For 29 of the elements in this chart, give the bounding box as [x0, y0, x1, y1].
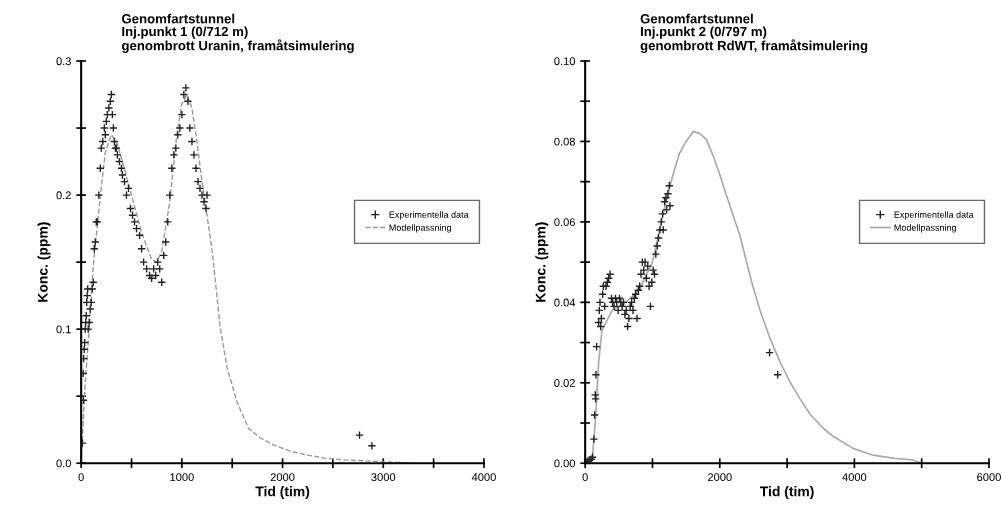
y-tick-label: 0.2	[56, 191, 71, 200]
y-axis-title: Konc. (ppm)	[535, 222, 549, 302]
x-tick-label: 1000	[170, 473, 194, 482]
y-tick-label: 0.08	[554, 137, 575, 146]
x-tick-label: 4000	[471, 473, 496, 482]
x-tick-label: 2000	[270, 473, 295, 482]
y-tick-label: 0.04	[554, 298, 576, 307]
x-axis-title: Tid (tim)	[255, 486, 310, 500]
x-tick-label: 0	[78, 473, 84, 482]
x-tick-label: 6000	[977, 473, 1001, 482]
y-axis-title: Konc. (ppm)	[37, 222, 51, 302]
y-tick-label: 0.10	[554, 57, 576, 66]
y-tick-label: 0.0	[56, 459, 72, 468]
x-tick-label: 3000	[371, 473, 396, 482]
y-tick-label: 0.00	[554, 459, 576, 468]
y-tick-label: 0.06	[554, 218, 575, 227]
y-tick-label: 0.3	[56, 57, 71, 66]
legend-label: Experimentella data	[389, 211, 469, 220]
y-tick-label: 0.1	[56, 325, 71, 334]
legend-label: Modellpassning	[894, 224, 956, 233]
x-tick-label: 2000	[707, 473, 732, 482]
x-tick-label: 4000	[842, 473, 867, 482]
legend-label: Modellpassning	[389, 224, 451, 233]
chart-title: Genomfartstunnel Inj.punkt 1 (0/712 m) genombrott Uranin, framåtsimulering	[121, 13, 354, 53]
chart-title: Genomfartstunnel Inj.punkt 2 (0/797 m) genombrott RdWT, framåtsimulering	[640, 13, 868, 53]
x-axis-title: Tid (tim)	[759, 486, 814, 500]
legend-label: Experimentella data	[894, 211, 974, 220]
y-tick-label: 0.02	[554, 379, 575, 387]
x-tick-label: 0	[582, 473, 588, 482]
